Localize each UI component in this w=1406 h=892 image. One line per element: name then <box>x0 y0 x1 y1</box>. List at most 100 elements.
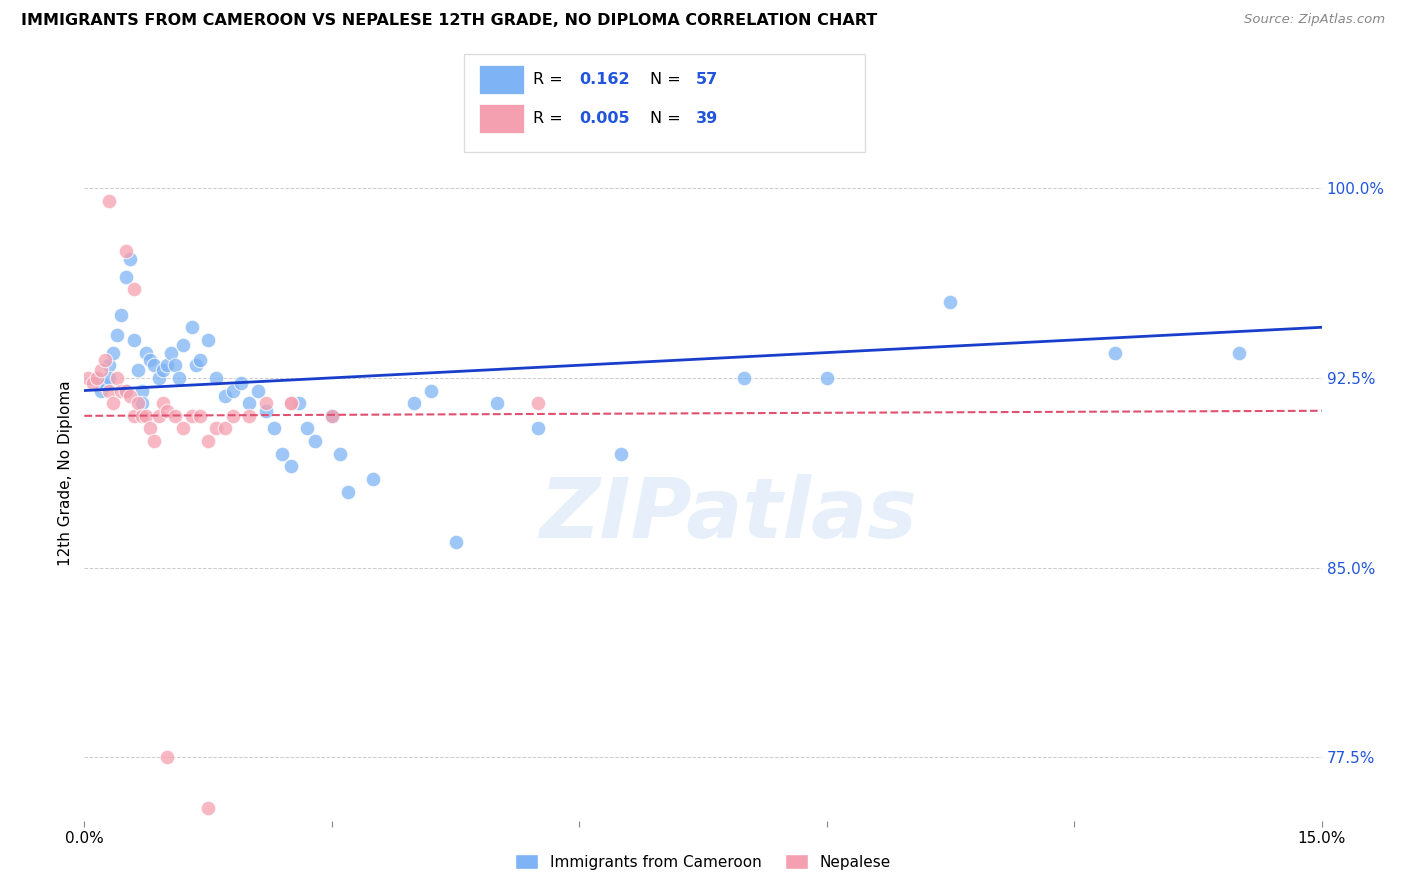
Text: 39: 39 <box>696 112 718 126</box>
Point <box>304 434 326 449</box>
Legend: Immigrants from Cameroon, Nepalese: Immigrants from Cameroon, Nepalese <box>509 847 897 876</box>
Point <box>172 421 194 435</box>
Point <box>733 371 755 385</box>
Point <box>86 371 108 385</box>
Point <box>110 308 132 322</box>
Point <box>197 434 219 449</box>
Point <box>188 353 211 368</box>
Point <box>110 384 132 398</box>
Text: R =: R = <box>533 72 568 87</box>
Point <box>122 282 145 296</box>
Point <box>229 376 252 390</box>
Point <box>214 388 236 402</box>
Point <box>98 194 121 208</box>
Point <box>419 384 441 398</box>
Point <box>939 295 962 310</box>
Point <box>188 409 211 423</box>
Point <box>527 396 550 410</box>
Point <box>114 244 136 259</box>
Point <box>139 353 162 368</box>
Point <box>105 327 128 342</box>
Point <box>280 396 302 410</box>
Point <box>238 409 260 423</box>
Point <box>321 409 343 423</box>
Point <box>609 447 631 461</box>
Point <box>167 371 190 385</box>
Point <box>404 396 426 410</box>
Point <box>118 252 141 266</box>
Point <box>165 358 187 372</box>
Point <box>148 371 170 385</box>
Point <box>165 409 187 423</box>
Point <box>271 447 294 461</box>
Point <box>263 421 285 435</box>
Point <box>148 409 170 423</box>
Text: IMMIGRANTS FROM CAMEROON VS NEPALESE 12TH GRADE, NO DIPLOMA CORRELATION CHART: IMMIGRANTS FROM CAMEROON VS NEPALESE 12T… <box>21 13 877 29</box>
Y-axis label: 12th Grade, No Diploma: 12th Grade, No Diploma <box>58 380 73 566</box>
Point <box>1104 345 1126 359</box>
Point <box>222 409 245 423</box>
Point <box>254 404 277 418</box>
Text: ZIPatlas: ZIPatlas <box>538 474 917 555</box>
Point <box>337 484 360 499</box>
Point <box>152 363 174 377</box>
Point <box>122 333 145 347</box>
Point <box>103 345 125 359</box>
Point <box>527 421 550 435</box>
Point <box>105 371 128 385</box>
Point <box>143 358 166 372</box>
Point <box>197 333 219 347</box>
Point <box>238 396 260 410</box>
Point <box>815 371 838 385</box>
Point <box>114 384 136 398</box>
Point <box>184 358 207 372</box>
Point <box>103 396 125 410</box>
Point <box>156 358 179 372</box>
Point <box>321 409 343 423</box>
Point <box>139 421 162 435</box>
Point <box>143 434 166 449</box>
Point <box>127 363 149 377</box>
Text: R =: R = <box>533 112 568 126</box>
Text: Source: ZipAtlas.com: Source: ZipAtlas.com <box>1244 13 1385 27</box>
Point <box>172 338 194 352</box>
Point <box>98 371 121 385</box>
Point <box>156 404 179 418</box>
Text: 57: 57 <box>696 72 718 87</box>
Point <box>254 396 277 410</box>
Point <box>485 396 508 410</box>
Point <box>205 421 228 435</box>
Point <box>180 320 202 334</box>
Point <box>214 421 236 435</box>
Point <box>90 363 112 377</box>
Point <box>114 384 136 398</box>
Point <box>86 371 108 385</box>
Point <box>98 358 121 372</box>
Point <box>131 409 153 423</box>
Text: 0.005: 0.005 <box>579 112 630 126</box>
Point <box>114 269 136 284</box>
Point <box>127 396 149 410</box>
Point <box>222 384 245 398</box>
Point <box>295 421 318 435</box>
Point <box>160 345 183 359</box>
Point <box>205 371 228 385</box>
Text: N =: N = <box>650 72 686 87</box>
Point <box>94 353 117 368</box>
Text: 0.162: 0.162 <box>579 72 630 87</box>
Point <box>90 384 112 398</box>
Text: N =: N = <box>650 112 686 126</box>
Point <box>77 371 100 385</box>
Point <box>180 409 202 423</box>
Point <box>152 396 174 410</box>
Point <box>82 376 104 390</box>
Point <box>131 384 153 398</box>
Point <box>329 447 352 461</box>
Point <box>280 459 302 474</box>
Point <box>246 384 269 398</box>
Point <box>156 750 179 764</box>
Point <box>94 378 117 392</box>
Point <box>288 396 311 410</box>
Point <box>135 409 157 423</box>
Point <box>118 388 141 402</box>
